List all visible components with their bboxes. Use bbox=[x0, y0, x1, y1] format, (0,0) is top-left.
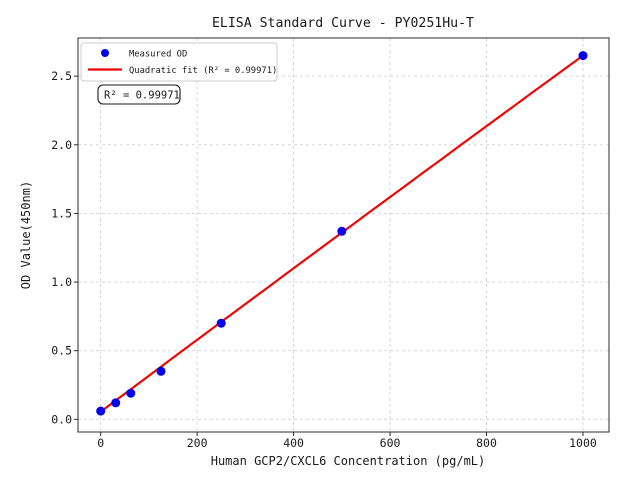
data-point bbox=[578, 51, 588, 61]
x-tick-label: 600 bbox=[380, 436, 401, 450]
y-tick-label: 2.0 bbox=[51, 138, 72, 152]
series-layer bbox=[96, 51, 588, 416]
data-point bbox=[126, 388, 136, 398]
y-axis-label: OD Value(450nm) bbox=[19, 181, 33, 289]
grid-layer bbox=[78, 38, 609, 432]
data-point bbox=[216, 318, 226, 328]
y-tick-label: 1.0 bbox=[51, 275, 72, 289]
data-point bbox=[96, 406, 106, 416]
legend: Measured OD Quadratic fit (R² = 0.99971) bbox=[80, 42, 278, 82]
legend-marker-measured-od bbox=[101, 49, 109, 57]
legend-box bbox=[80, 42, 278, 82]
r-squared-annotation: R² = 0.99971 bbox=[97, 84, 181, 105]
data-point bbox=[111, 398, 121, 408]
data-point bbox=[337, 226, 347, 236]
legend-label-measured-od: Measured OD bbox=[129, 50, 187, 60]
chart-title: ELISA Standard Curve - PY0251Hu-T bbox=[212, 16, 474, 31]
x-tick-label: 800 bbox=[476, 436, 497, 450]
y-tick-label: 0.0 bbox=[51, 412, 72, 426]
annotation-text: R² = 0.99971 bbox=[104, 90, 180, 102]
y-tick-label: 1.5 bbox=[51, 206, 72, 220]
x-tick-label: 0 bbox=[97, 436, 104, 450]
x-tick-label: 1000 bbox=[569, 436, 597, 450]
x-axis-label: Human GCP2/CXCL6 Concentration (pg/mL) bbox=[211, 454, 486, 468]
legend-label-quadratic-fit: Quadratic fit (R² = 0.99971) bbox=[129, 66, 277, 76]
tick-layer: 0 200 400 600 800 1000 0.0 0.5 1.0 1.5 2.0 2.5 bbox=[51, 69, 597, 450]
y-tick-label: 0.5 bbox=[51, 344, 72, 358]
plot-border bbox=[77, 37, 610, 433]
y-tick-label: 2.5 bbox=[51, 69, 72, 83]
annotation-box bbox=[97, 84, 181, 105]
x-tick-label: 400 bbox=[283, 436, 304, 450]
x-tick-label: 200 bbox=[187, 436, 208, 450]
data-point bbox=[156, 366, 166, 376]
